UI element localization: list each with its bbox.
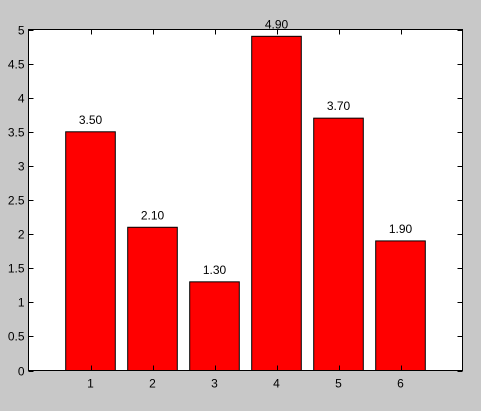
data-labels-layer: 3.50 2.10 1.30 4.90 3.70 1.90 — [79, 17, 413, 277]
y-tick-label: 2.5 — [8, 194, 25, 208]
x-tick-label: 4 — [273, 377, 280, 391]
x-tick-label: 1 — [87, 377, 94, 391]
y-tick-label: 4.5 — [8, 58, 25, 72]
data-label-5: 3.70 — [327, 99, 351, 113]
y-axis: 0 0.5 1 1.5 2 2.5 3 3.5 4 4.5 5 — [8, 24, 463, 379]
x-tick-label: 5 — [335, 377, 342, 391]
y-tick-label: 5 — [18, 24, 25, 38]
x-tick-label: 2 — [149, 377, 156, 391]
bar-2 — [127, 226, 178, 371]
data-label-6: 1.90 — [389, 222, 413, 236]
bar-4 — [251, 35, 302, 371]
bars-layer — [65, 35, 426, 371]
y-tick-label: 1 — [18, 296, 25, 310]
data-label-2: 2.10 — [141, 208, 165, 222]
y-tick-label: 0.5 — [8, 330, 25, 344]
y-tick-label: 3.5 — [8, 126, 25, 140]
bar-6 — [375, 240, 426, 371]
y-tick-label: 0 — [18, 365, 25, 379]
y-tick-label: 4 — [18, 92, 25, 106]
y-tick-label: 2 — [18, 228, 25, 242]
bar-1 — [65, 131, 116, 371]
data-label-4: 4.90 — [265, 17, 289, 31]
data-label-1: 3.50 — [79, 113, 103, 127]
x-tick-label: 6 — [397, 377, 404, 391]
data-label-3: 1.30 — [203, 263, 227, 277]
x-axis: 1 2 3 4 5 6 — [87, 29, 404, 391]
bar-3 — [189, 281, 240, 371]
y-tick-label: 1.5 — [8, 262, 25, 276]
bar-5 — [313, 117, 364, 371]
x-tick-label: 3 — [211, 377, 218, 391]
y-tick-label: 3 — [18, 160, 25, 174]
